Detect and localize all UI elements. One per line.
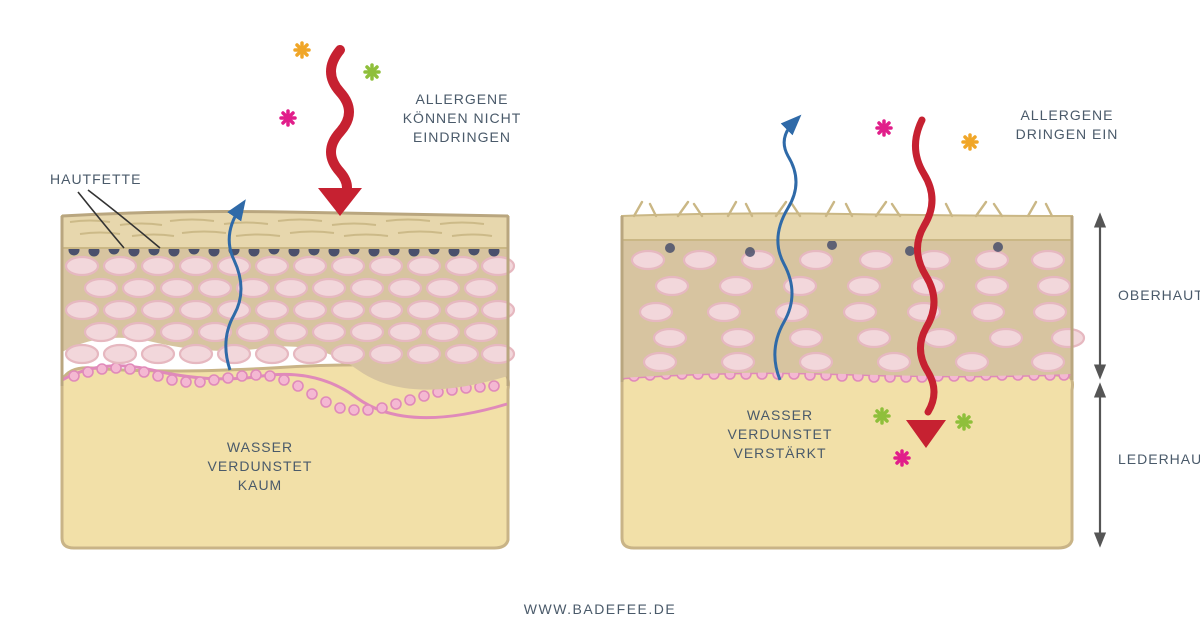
label-water-left: WASSER VERDUNSTET KAUM: [180, 438, 340, 495]
footer-url: WWW.BADEFEE.DE: [0, 601, 1200, 617]
label-water-right: WASSER VERDUNSTET VERSTÄRKT: [700, 406, 860, 463]
label-hautfette: HAUTFETTE: [50, 170, 141, 189]
right-panel: [600, 20, 1160, 580]
allergen-arrow: [318, 50, 362, 216]
allergen-particles-out: [877, 121, 977, 149]
label-oberhaut: OBERHAUT: [1118, 286, 1200, 305]
label-lederhaut: LEDERHAUT: [1118, 450, 1200, 469]
corneum-layer: [622, 213, 1072, 240]
diagram-stage: HAUTFETTE ALLERGENE KÖNNEN NICHT EINDRIN…: [0, 0, 1200, 631]
corneum-layer: [62, 212, 508, 249]
label-allergen-left: ALLERGENE KÖNNEN NICHT EINDRINGEN: [382, 90, 542, 147]
label-allergen-right: ALLERGENE DRINGEN EIN: [992, 106, 1142, 144]
